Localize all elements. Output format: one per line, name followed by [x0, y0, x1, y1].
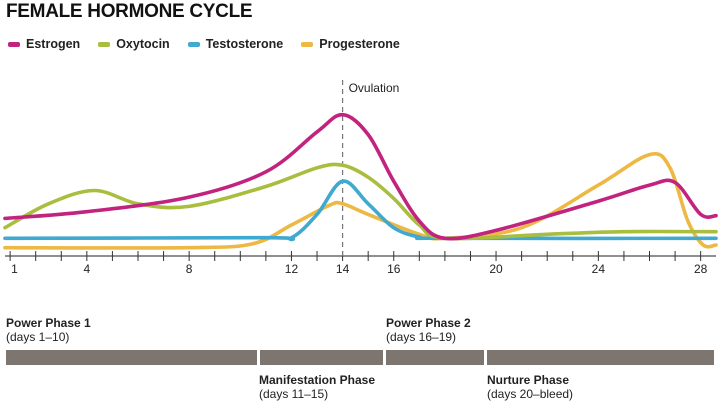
- legend: Estrogen Oxytocin Testosterone Progester…: [8, 37, 418, 51]
- phase-nurture-label: Nurture Phase (days 20–bleed): [487, 373, 573, 401]
- legend-label-testosterone: Testosterone: [205, 37, 284, 51]
- legend-swatch-testosterone: [187, 41, 200, 47]
- x-tick-label: 24: [592, 262, 606, 276]
- phase-power-2-name: Power Phase 2: [386, 316, 471, 330]
- chart-title: FEMALE HORMONE CYCLE: [6, 1, 253, 22]
- x-tick-label: 20: [489, 262, 503, 276]
- phase-power-2-label: Power Phase 2 (days 16–19): [386, 316, 471, 344]
- legend-swatch-progesterone: [301, 41, 314, 47]
- x-axis-ticks: [9, 251, 702, 261]
- legend-swatch-estrogen: [8, 41, 20, 47]
- series-lines: [3, 112, 718, 250]
- x-tick-label: 4: [83, 262, 90, 276]
- phase-bar-nurture: [487, 350, 714, 365]
- x-tick-label: 16: [387, 262, 401, 276]
- legend-item-testosterone: Testosterone: [187, 37, 284, 51]
- legend-label-progesterone: Progesterone: [319, 37, 400, 51]
- phase-power-2-days: (days 16–19): [386, 330, 457, 344]
- legend-label-oxytocin: Oxytocin: [116, 37, 170, 51]
- series-line-oxytocin: [3, 162, 718, 241]
- phase-bar-power-2: [386, 350, 484, 365]
- series-line-estrogen: [3, 112, 718, 241]
- x-tick-label: 12: [285, 262, 299, 276]
- phase-bar-power-1: [6, 350, 257, 365]
- legend-item-estrogen: Estrogen: [8, 37, 80, 51]
- legend-item-progesterone: Progesterone: [301, 37, 400, 51]
- x-tick-label: 14: [336, 262, 350, 276]
- x-tick-label: 1: [11, 262, 18, 276]
- phase-manifestation-days: (days 11–15): [259, 387, 329, 401]
- ovulation-label: Ovulation: [349, 81, 400, 95]
- series-line-progesterone: [3, 152, 718, 250]
- phase-power-1-name: Power Phase 1: [6, 316, 91, 330]
- phase-manifestation-label: Manifestation Phase (days 11–15): [259, 373, 375, 401]
- phase-nurture-name: Nurture Phase: [487, 373, 570, 387]
- legend-label-estrogen: Estrogen: [26, 37, 81, 51]
- phase-power-1-label: Power Phase 1 (days 1–10): [6, 316, 91, 344]
- phase-power-1-days: (days 1–10): [6, 330, 70, 344]
- phase-nurture-days: (days 20–bleed): [487, 387, 574, 401]
- x-tick-label: 28: [694, 262, 708, 276]
- phase-manifestation-name: Manifestation Phase: [259, 373, 376, 387]
- legend-swatch-oxytocin: [98, 41, 111, 47]
- x-axis-tick-labels: 1 4 8 12 14 16 20 24 28: [11, 262, 708, 276]
- phase-bar-manifestation: [260, 350, 383, 365]
- x-tick-label: 8: [186, 262, 193, 276]
- legend-item-oxytocin: Oxytocin: [98, 37, 170, 51]
- hormone-chart: 1 4 8 12 14 16 20 24 28 Ovulation: [3, 80, 718, 276]
